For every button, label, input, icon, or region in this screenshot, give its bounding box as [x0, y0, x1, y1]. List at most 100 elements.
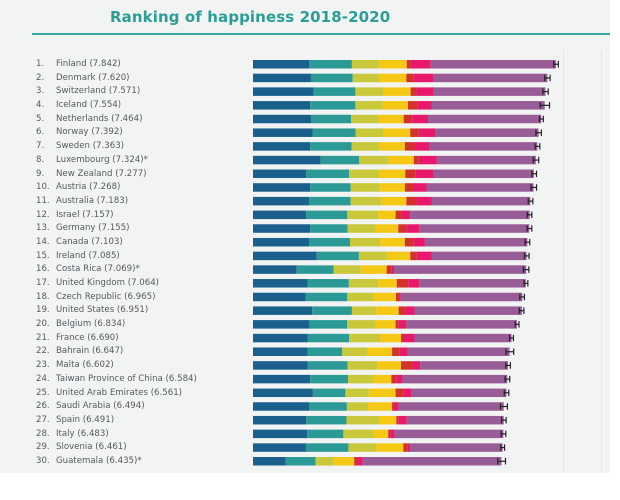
- generosity-segment: [398, 224, 407, 233]
- social-support-segment: [312, 388, 346, 398]
- row-label: 6. Norway (7.392): [36, 127, 123, 137]
- error-bar: [532, 156, 540, 164]
- row-label: 28. Italy (6.483): [36, 429, 109, 439]
- life-expectancy-segment: [348, 443, 377, 452]
- rank-number: 10.: [36, 182, 50, 193]
- dystopia-residual-segment: [362, 457, 502, 466]
- row-label: 8. Luxembourg (7.324)*: [36, 155, 148, 165]
- gdp-segment: [253, 361, 308, 370]
- gdp-segment: [253, 155, 321, 165]
- country-name: Malta: [56, 360, 80, 371]
- row-label: 5. Netherlands (7.464): [36, 114, 142, 124]
- rank-number: 18.: [36, 291, 50, 302]
- error-bar: [500, 430, 507, 438]
- generosity-segment: [405, 169, 416, 179]
- freedom-segment: [377, 361, 401, 370]
- generosity-segment: [395, 292, 400, 302]
- rank-number: 8.: [36, 154, 45, 165]
- rank-number: 30.: [36, 456, 50, 466]
- corruption-segment: [416, 251, 432, 261]
- generosity-segment: [406, 196, 417, 206]
- row-label: 7. Sweden (7.363): [36, 141, 124, 151]
- gdp-segment: [253, 333, 308, 343]
- corruption-segment: [399, 347, 408, 356]
- corruption-segment: [408, 279, 420, 288]
- rank-number: 23.: [36, 360, 50, 371]
- generosity-segment: [354, 457, 359, 466]
- corruption-segment: [413, 237, 425, 247]
- freedom-segment: [378, 210, 396, 220]
- row-label: 23. Malta (6.602): [36, 360, 114, 370]
- country-score: (6.690): [84, 332, 119, 343]
- life-expectancy-segment: [347, 292, 374, 302]
- country-name: Belgium: [56, 319, 92, 330]
- row-label: 18. Czech Republic (6.965): [36, 292, 155, 302]
- generosity-segment: [395, 210, 402, 220]
- gdp-segment: [253, 388, 313, 398]
- gdp-segment: [253, 429, 308, 439]
- chart-title: Ranking of happiness 2018-2020: [110, 8, 391, 26]
- social-support-segment: [310, 101, 356, 110]
- gdp-segment: [253, 251, 317, 261]
- error-bar: [500, 444, 506, 451]
- social-support-segment: [285, 457, 316, 466]
- gdp-segment: [253, 87, 314, 96]
- corruption-segment: [405, 306, 415, 315]
- generosity-segment: [410, 251, 417, 261]
- gridline: [563, 50, 564, 472]
- life-expectancy-segment: [346, 402, 369, 411]
- generosity-segment: [388, 429, 391, 439]
- corruption-segment: [391, 265, 395, 274]
- life-expectancy-segment: [347, 361, 378, 370]
- gdp-segment: [253, 402, 310, 411]
- rank-number: 22.: [36, 346, 50, 357]
- generosity-segment: [404, 183, 413, 192]
- generosity-segment: [396, 415, 399, 425]
- freedom-segment: [378, 114, 404, 124]
- social-support-segment: [306, 169, 350, 179]
- gdp-segment: [253, 265, 297, 274]
- error-bar: [526, 225, 533, 232]
- corruption-segment: [414, 142, 430, 151]
- rank-number: 5.: [36, 113, 45, 124]
- generosity-segment: [406, 73, 414, 83]
- row-label: 22. Bahrain (6.647): [36, 346, 123, 356]
- dystopia-residual-segment: [436, 155, 536, 165]
- rank-number: 9.: [36, 168, 45, 179]
- social-support-segment: [296, 265, 334, 274]
- country-score: (7.554): [87, 100, 122, 111]
- country-name: Slovenia: [56, 442, 93, 453]
- gdp-segment: [253, 415, 307, 425]
- country-name: Czech Republic: [56, 291, 122, 302]
- country-name: United Kingdom: [56, 278, 125, 289]
- row-label: 16. Costa Rica (7.069)*: [36, 264, 140, 274]
- dystopia-residual-segment: [431, 101, 545, 110]
- gdp-segment: [253, 210, 307, 220]
- gridline: [601, 50, 602, 472]
- dystopia-residual-segment: [398, 402, 504, 411]
- rank-number: 14.: [36, 236, 50, 247]
- country-score: (7.069)*: [101, 264, 140, 275]
- life-expectancy-segment: [351, 60, 379, 69]
- dystopia-residual-segment: [419, 279, 526, 288]
- generosity-segment: [392, 402, 395, 411]
- country-name: Ireland: [56, 250, 86, 261]
- row-label: 9. New Zealand (7.277): [36, 169, 147, 179]
- row-label: 19. United States (6.951): [36, 305, 148, 315]
- generosity-segment: [398, 306, 406, 315]
- row-label: 1. Finland (7.842): [36, 59, 121, 69]
- row-label: 2. Denmark (7.620): [36, 73, 130, 83]
- corruption-segment: [416, 196, 432, 206]
- rank-number: 29.: [36, 442, 50, 453]
- row-label: 26. Saudi Arabia (6.494): [36, 401, 145, 411]
- row-label: 29. Slovenia (6.461): [36, 442, 127, 452]
- rank-number: 27.: [36, 414, 50, 425]
- dystopia-residual-segment: [406, 320, 517, 329]
- rank-number: 19.: [36, 305, 50, 316]
- country-score: (7.103): [88, 236, 123, 247]
- gdp-segment: [253, 347, 308, 356]
- country-name: Sweden: [56, 141, 90, 152]
- dystopia-residual-segment: [400, 292, 523, 302]
- country-name: United Arab Emirates: [56, 387, 148, 398]
